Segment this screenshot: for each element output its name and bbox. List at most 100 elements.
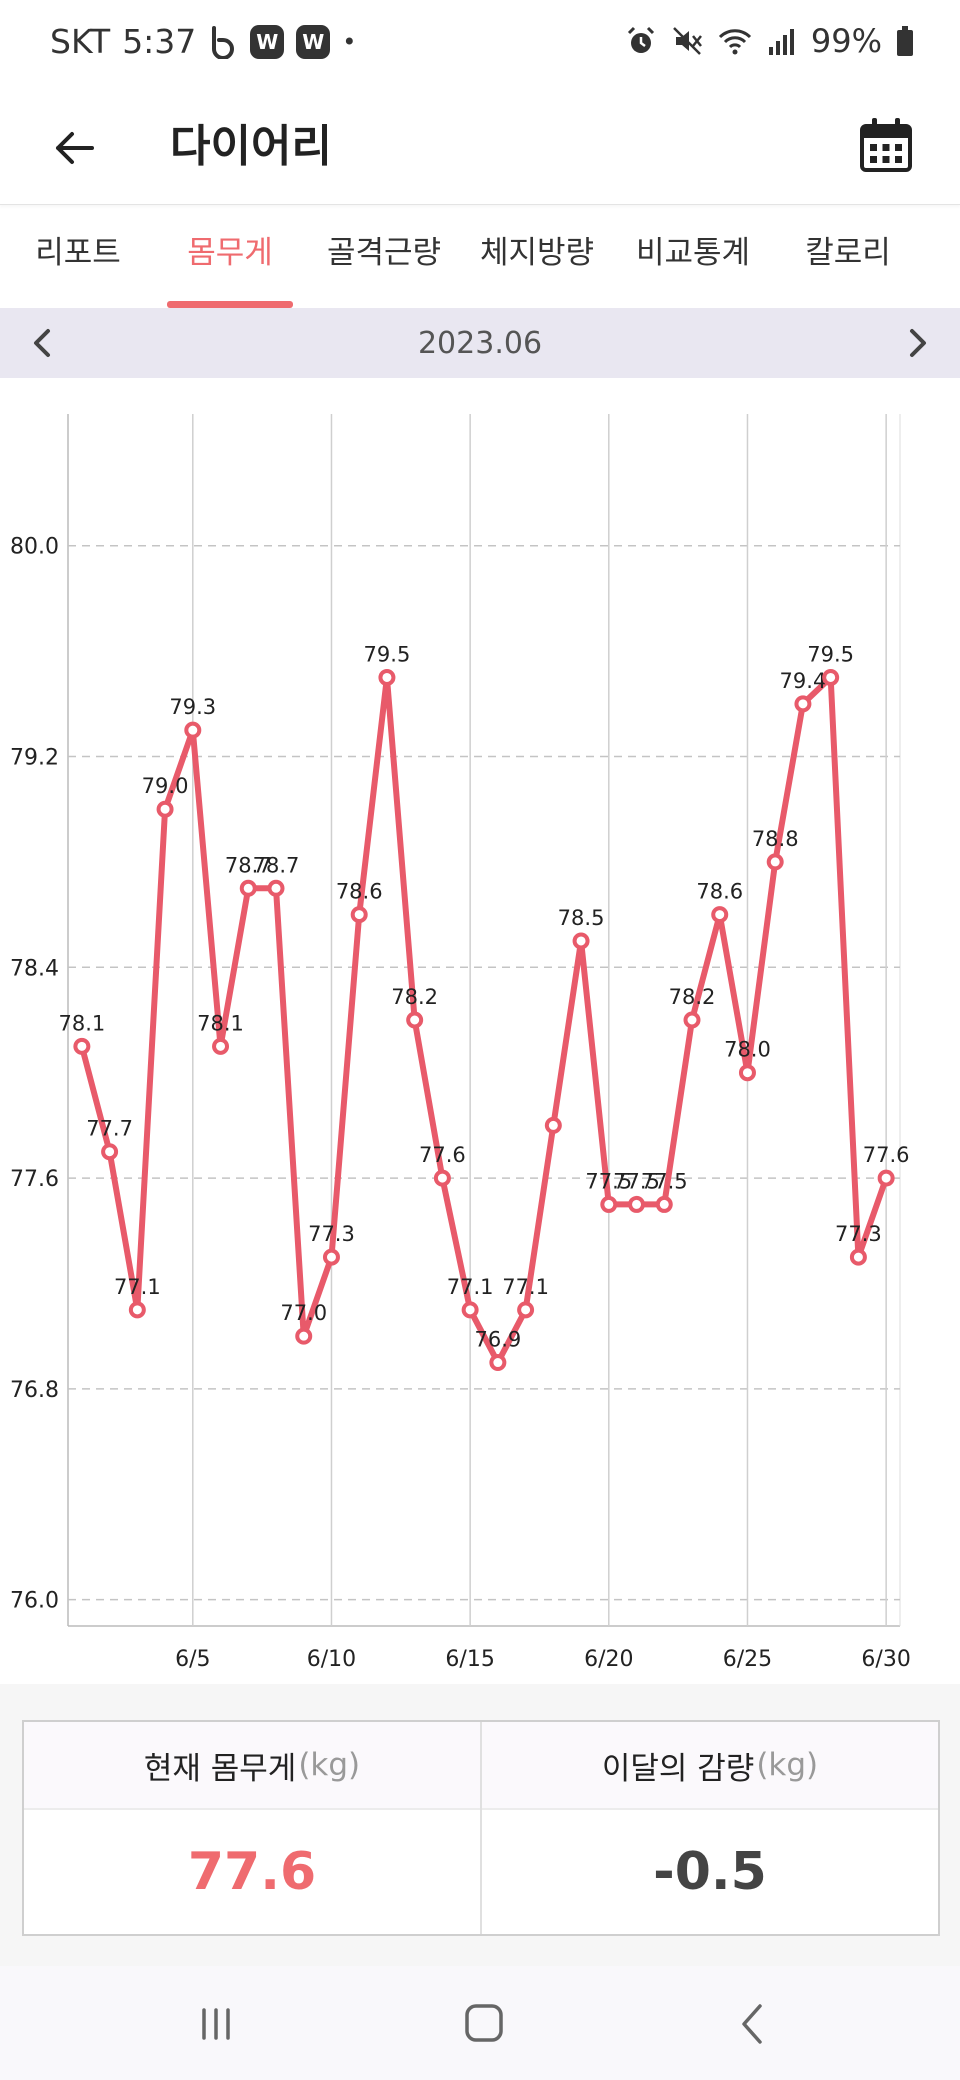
data-point <box>267 879 285 897</box>
data-label: 79.3 <box>169 695 216 719</box>
weight-chart-area: 76.0 76.8 77.6 78.4 79.2 80.0 6/5 6/10 6/15 6/20 6… <box>0 378 960 1684</box>
data-point <box>738 1064 756 1082</box>
status-left: SKT 5:37 W W • <box>50 22 356 61</box>
calendar-icon[interactable] <box>852 112 920 180</box>
data-point <box>544 1116 562 1134</box>
tab-skeletal-muscle[interactable]: 골격근량 <box>326 235 442 271</box>
wifi-icon <box>718 29 751 55</box>
monthly-loss-header: 이달의 감량 (kg) <box>482 1722 938 1810</box>
data-point <box>212 1037 230 1055</box>
recent-apps-icon[interactable] <box>186 1996 246 2052</box>
data-label: 76.9 <box>474 1328 521 1352</box>
tab-body-fat[interactable]: 체지방량 <box>479 235 595 271</box>
status-bar: SKT 5:37 W W • 99% <box>0 0 960 92</box>
data-point <box>711 906 729 924</box>
data-label: 77.3 <box>308 1222 355 1246</box>
battery-percent: 99% <box>810 22 882 60</box>
data-label: 77.3 <box>835 1222 882 1246</box>
monthly-loss-label: 이달의 감량 <box>601 1750 755 1787</box>
back-arrow-icon[interactable] <box>44 118 104 178</box>
w-app-icon: W <box>296 24 331 59</box>
data-label: 79.5 <box>807 642 854 666</box>
w-app-icon: W <box>250 24 285 59</box>
data-point <box>794 695 812 713</box>
data-point <box>184 721 202 739</box>
data-label: 77.5 <box>613 1169 660 1193</box>
x-tick-label: 6/25 <box>723 1647 772 1672</box>
y-tick-label: 78.4 <box>10 956 59 981</box>
data-label: 78.7 <box>225 853 272 877</box>
weight-line-chart: 76.0 76.8 77.6 78.4 79.2 80.0 6/5 6/10 6/15 6/20 6… <box>10 414 911 1672</box>
monthly-loss-value: -0.5 <box>653 1842 767 1902</box>
data-label: 78.6 <box>696 880 743 904</box>
data-label: 78.0 <box>724 1038 771 1062</box>
data-point <box>877 1169 895 1187</box>
battery-icon <box>897 26 913 56</box>
data-label: 78.1 <box>197 1011 244 1035</box>
alarm-icon <box>627 26 654 53</box>
data-point <box>822 668 840 686</box>
clock: 5:37 <box>122 22 197 61</box>
data-point <box>128 1301 146 1319</box>
data-point <box>766 853 784 871</box>
y-tick-label: 77.6 <box>10 1167 59 1192</box>
data-label: 77.0 <box>280 1301 327 1325</box>
month-selector: 2023.06 <box>0 308 960 378</box>
monthly-loss-unit: (kg) <box>756 1747 819 1783</box>
data-point <box>461 1301 479 1319</box>
system-nav-bar <box>0 1966 960 2080</box>
current-weight-column: 현재 몸무게 (kg) 77.6 <box>24 1722 480 1934</box>
x-tick-label: 6/10 <box>307 1647 356 1672</box>
current-weight-header: 현재 몸무게 (kg) <box>24 1722 480 1810</box>
chevron-left-icon[interactable] <box>18 318 68 368</box>
data-label: 77.7 <box>86 1117 133 1141</box>
data-point <box>600 1195 618 1213</box>
data-label: 78.5 <box>558 906 605 930</box>
data-point <box>572 932 590 950</box>
tab-weight[interactable]: 몸무게 <box>167 208 293 308</box>
chevron-right-icon[interactable] <box>892 318 942 368</box>
data-point <box>101 1143 119 1161</box>
tab-report[interactable]: 리포트 <box>35 235 121 271</box>
data-point <box>322 1248 340 1266</box>
current-weight-unit: (kg) <box>298 1747 361 1783</box>
summary-table: 현재 몸무게 (kg) 77.6 이달의 감량 (kg) -0.5 <box>22 1720 940 1936</box>
data-point <box>628 1195 646 1213</box>
x-tick-label: 6/5 <box>175 1647 210 1672</box>
tab-comparison-stats[interactable]: 비교통계 <box>635 235 751 271</box>
current-weight-label: 현재 몸무게 <box>143 1750 297 1787</box>
data-label: 79.4 <box>780 669 827 693</box>
mute-icon <box>672 27 702 55</box>
data-label: 79.5 <box>364 642 411 666</box>
data-point <box>406 1011 424 1029</box>
data-label: 78.2 <box>669 985 716 1009</box>
data-label: 77.6 <box>863 1143 910 1167</box>
tab-calories[interactable]: 칼로리 <box>805 235 891 271</box>
data-point <box>433 1169 451 1187</box>
weight-series-line <box>78 674 890 1366</box>
data-point <box>239 879 257 897</box>
monthly-loss-column: 이달의 감량 (kg) -0.5 <box>480 1722 938 1934</box>
data-label: 78.6 <box>336 880 383 904</box>
status-right: 99% <box>625 22 914 60</box>
back-nav-icon[interactable] <box>724 1996 784 2052</box>
data-label: 77.1 <box>447 1275 494 1299</box>
data-point <box>156 800 174 818</box>
x-tick-label: 6/30 <box>861 1647 910 1672</box>
y-tick-label: 80.0 <box>10 535 59 560</box>
carrier-label: SKT <box>50 22 111 61</box>
data-point <box>489 1354 507 1372</box>
data-point <box>655 1195 673 1213</box>
data-point <box>295 1327 313 1345</box>
data-label: 77.5 <box>641 1169 688 1193</box>
data-label: 77.5 <box>585 1169 632 1193</box>
home-icon[interactable] <box>454 1996 514 2052</box>
tab-bar: 리포트 몸무게 골격근량 체지방량 비교통계 칼로리 <box>0 208 960 308</box>
data-label: 78.8 <box>752 827 799 851</box>
current-month-label: 2023.06 <box>417 326 543 361</box>
y-tick-label: 76.0 <box>10 1589 59 1614</box>
x-tick-label: 6/15 <box>445 1647 494 1672</box>
data-label: 78.2 <box>391 985 438 1009</box>
data-point <box>849 1248 867 1266</box>
data-label: 77.1 <box>502 1275 549 1299</box>
